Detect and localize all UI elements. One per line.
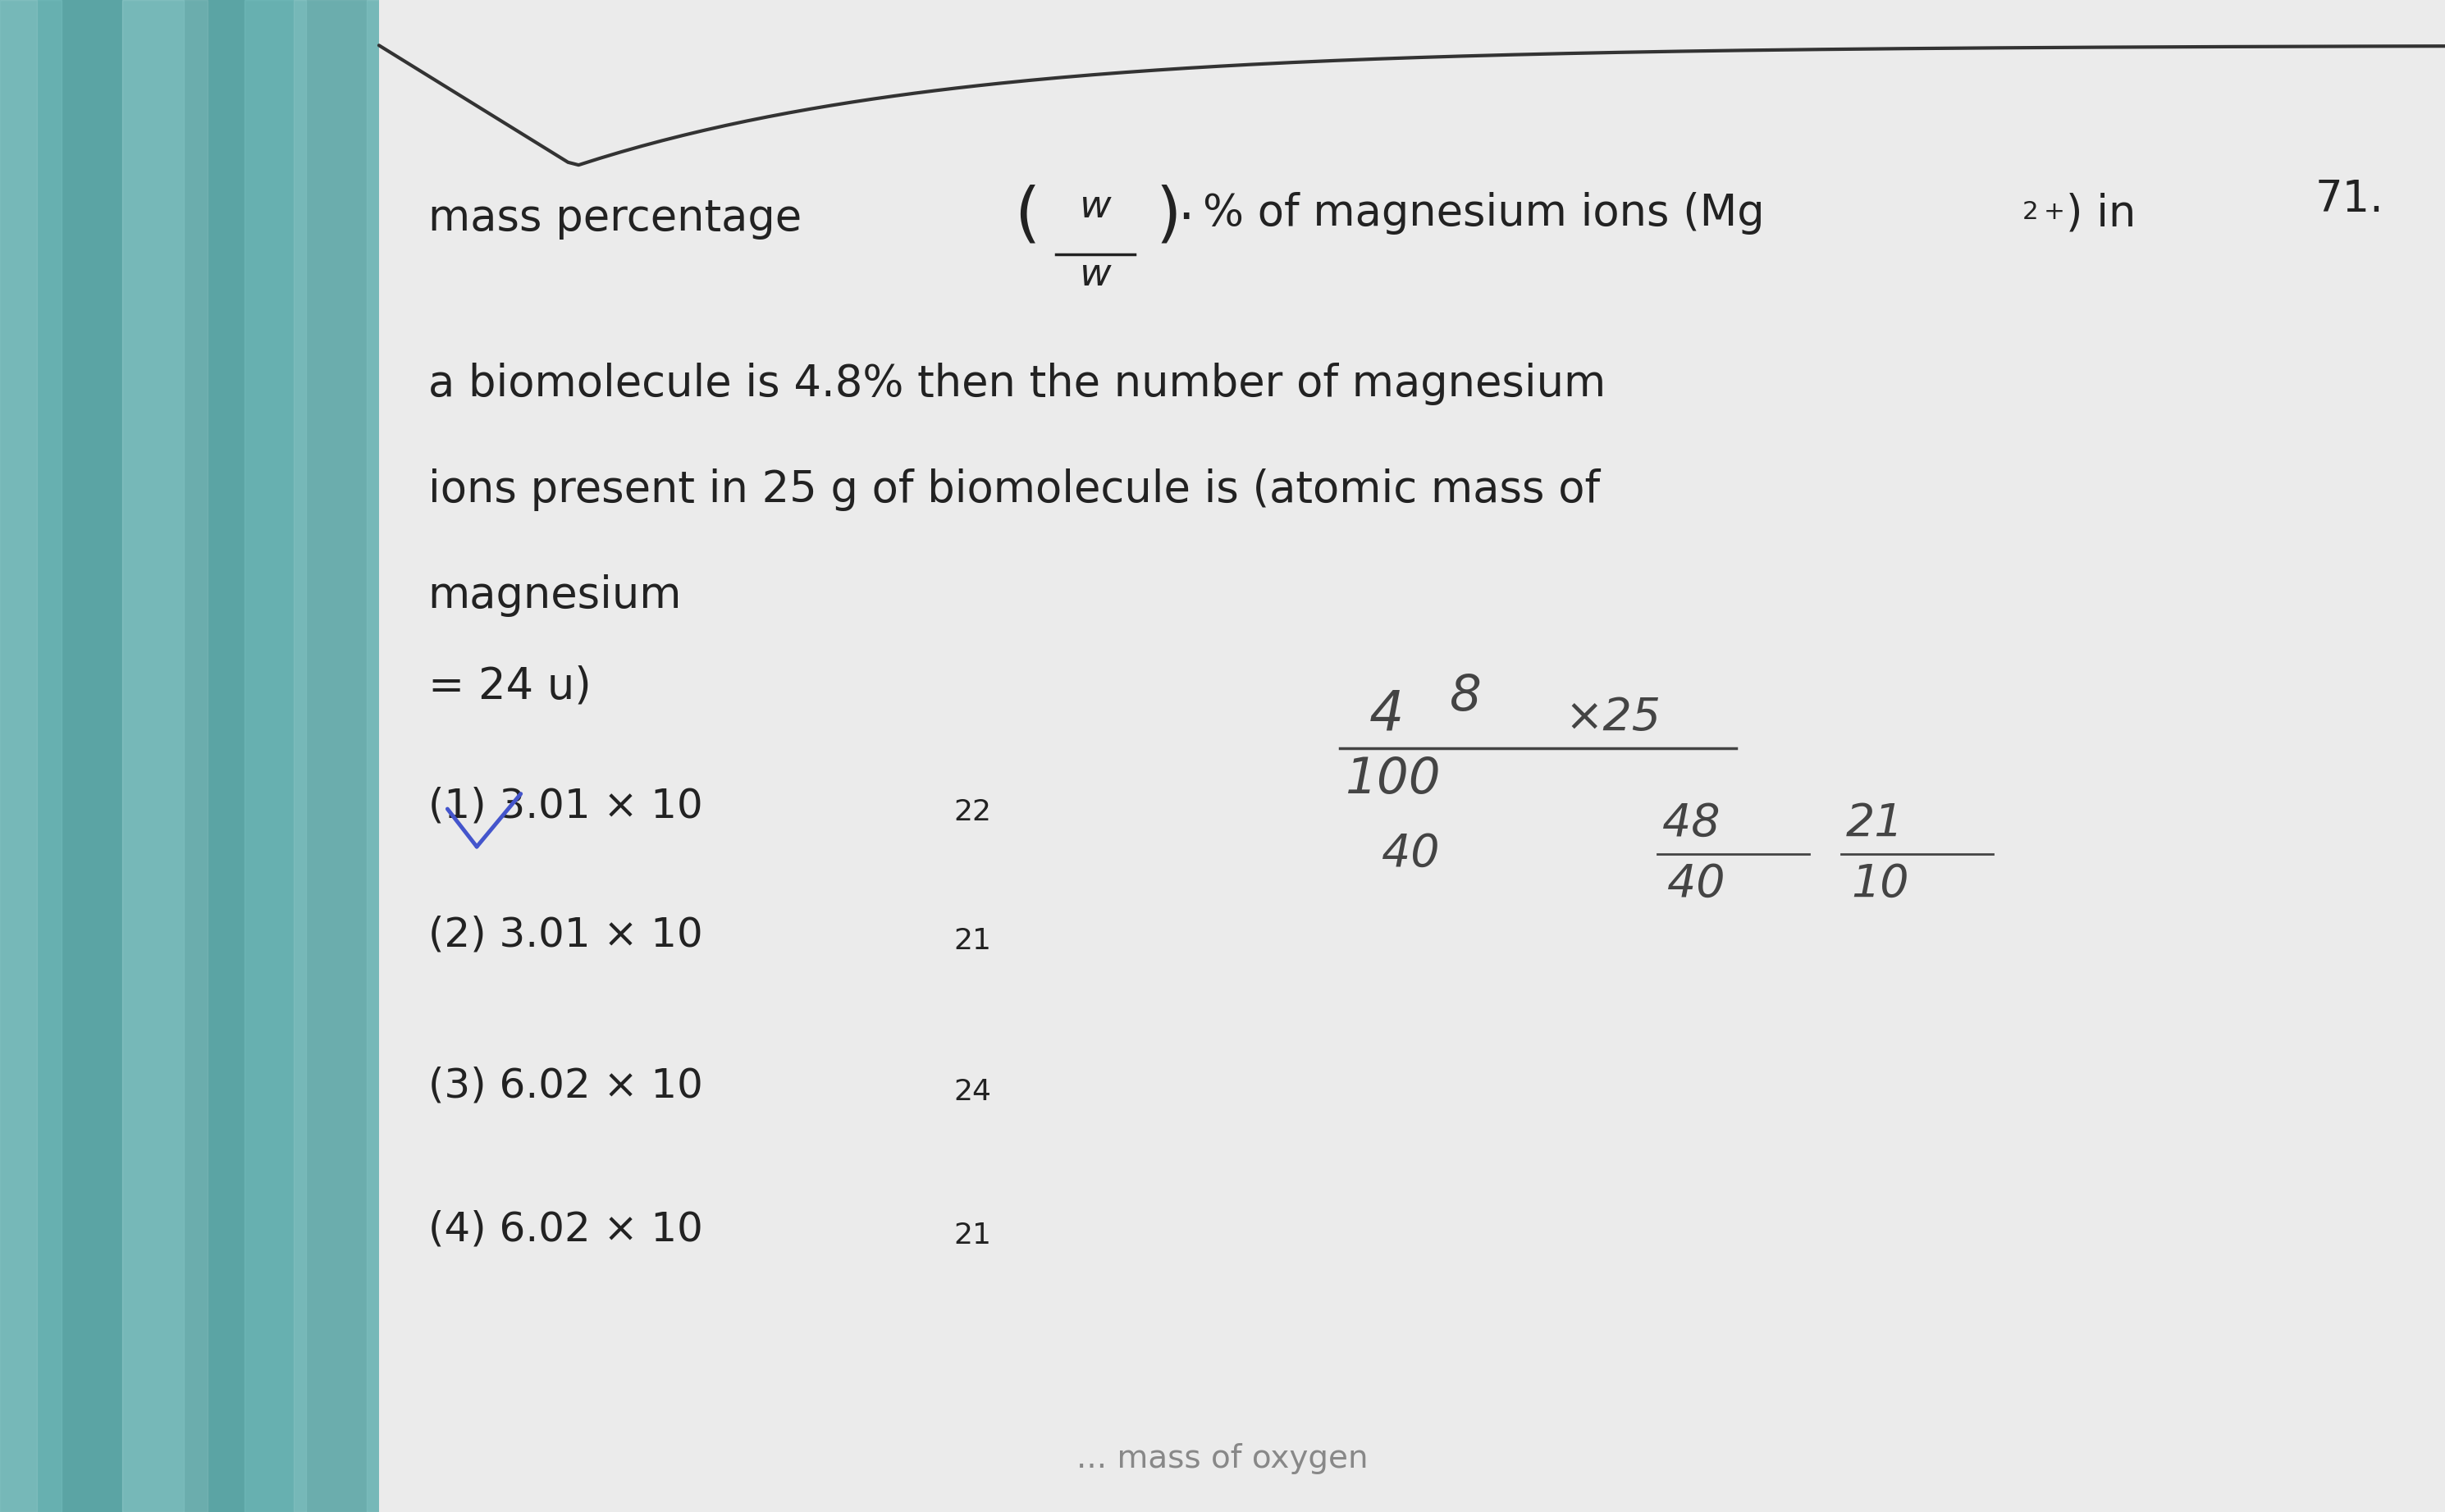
Polygon shape bbox=[1149, 0, 1235, 1512]
Text: mass percentage: mass percentage bbox=[428, 197, 802, 239]
Text: magnesium: magnesium bbox=[428, 575, 682, 617]
Text: (1) 3.01 × 10: (1) 3.01 × 10 bbox=[428, 786, 702, 826]
Text: = 24 u): = 24 u) bbox=[428, 665, 592, 708]
Text: ): ) bbox=[1156, 184, 1181, 248]
Text: w: w bbox=[1081, 257, 1110, 293]
Polygon shape bbox=[807, 0, 892, 1512]
Text: 100: 100 bbox=[1345, 756, 1440, 804]
Text: 4: 4 bbox=[1369, 688, 1403, 742]
Text: (3) 6.02 × 10: (3) 6.02 × 10 bbox=[428, 1066, 702, 1105]
Polygon shape bbox=[1491, 0, 1577, 1512]
Polygon shape bbox=[1663, 0, 1748, 1512]
Text: w: w bbox=[1081, 189, 1110, 225]
Text: ... mass of oxygen: ... mass of oxygen bbox=[1076, 1442, 1369, 1474]
Text: 40: 40 bbox=[1381, 832, 1440, 875]
FancyBboxPatch shape bbox=[379, 0, 2445, 1512]
Text: 21: 21 bbox=[954, 1222, 990, 1249]
Text: 10: 10 bbox=[1851, 862, 1910, 906]
Polygon shape bbox=[1834, 0, 1919, 1512]
Text: 8: 8 bbox=[1450, 673, 1482, 721]
Polygon shape bbox=[1320, 0, 1406, 1512]
Text: ×25: ×25 bbox=[1565, 696, 1660, 739]
Text: (2) 3.01 × 10: (2) 3.01 × 10 bbox=[428, 915, 702, 954]
Text: 22: 22 bbox=[954, 798, 990, 826]
Text: 40: 40 bbox=[1667, 862, 1726, 906]
Text: ·: · bbox=[1178, 194, 1193, 245]
Polygon shape bbox=[2176, 0, 2262, 1512]
Text: 21: 21 bbox=[954, 927, 990, 954]
Text: 71.: 71. bbox=[2315, 178, 2384, 221]
Polygon shape bbox=[465, 0, 550, 1512]
Text: $^{2+}$: $^{2+}$ bbox=[2022, 204, 2064, 239]
Text: 48: 48 bbox=[1663, 801, 1721, 845]
Polygon shape bbox=[978, 0, 1064, 1512]
FancyBboxPatch shape bbox=[391, 0, 2445, 1512]
Polygon shape bbox=[0, 0, 37, 1512]
Text: (4) 6.02 × 10: (4) 6.02 × 10 bbox=[428, 1210, 702, 1249]
Text: 21: 21 bbox=[1846, 801, 1905, 845]
Text: ) in: ) in bbox=[2066, 192, 2137, 234]
Polygon shape bbox=[636, 0, 721, 1512]
Polygon shape bbox=[122, 0, 208, 1512]
Text: % of magnesium ions (Mg: % of magnesium ions (Mg bbox=[1203, 192, 1765, 234]
Polygon shape bbox=[2347, 0, 2433, 1512]
Text: 24: 24 bbox=[954, 1078, 990, 1105]
Text: ions present in 25 g of biomolecule is (atomic mass of: ions present in 25 g of biomolecule is (… bbox=[428, 469, 1599, 511]
Polygon shape bbox=[293, 0, 379, 1512]
Text: (: ( bbox=[1015, 184, 1039, 248]
Polygon shape bbox=[2005, 0, 2090, 1512]
Text: a biomolecule is 4.8% then the number of magnesium: a biomolecule is 4.8% then the number of… bbox=[428, 363, 1606, 405]
